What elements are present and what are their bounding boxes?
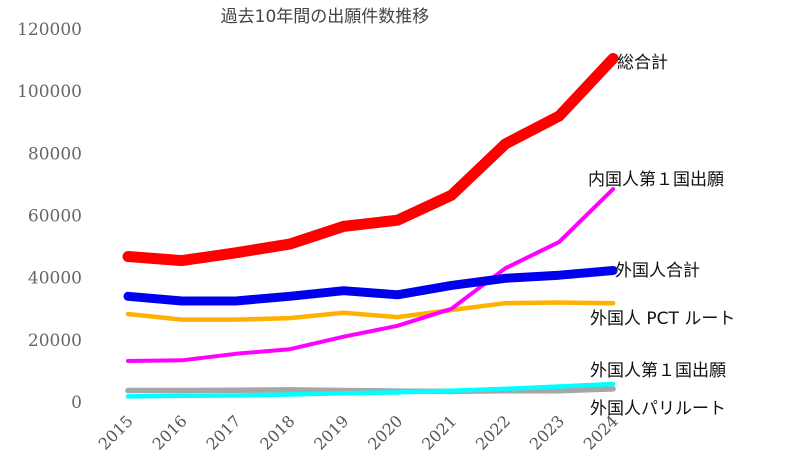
series-label: 外国人合計 (615, 261, 700, 281)
y-tick-label: 0 (71, 393, 82, 413)
series-label: 総合計 (617, 53, 668, 73)
x-tick-label: 2016 (149, 411, 191, 453)
y-tick-label: 40000 (28, 269, 82, 289)
x-tick-label: 2023 (526, 411, 568, 453)
x-tick-label: 2019 (310, 411, 352, 453)
y-tick-label: 100000 (17, 82, 82, 102)
y-tick-label: 120000 (17, 20, 82, 40)
y-tick-label: 80000 (28, 144, 82, 164)
x-tick-label: 2022 (472, 411, 514, 453)
y-tick-label: 20000 (28, 331, 82, 351)
x-tick-label: 2017 (202, 411, 244, 453)
series-label: 内国人第１国出願 (588, 170, 724, 190)
series-label: 外国人第１国出願 (590, 361, 726, 381)
series-lines (128, 59, 613, 397)
series-line-2 (128, 271, 613, 302)
x-axis-ticks: 2015201620172018201920202021202220232024 (95, 411, 622, 453)
x-tick-label: 2020 (364, 411, 406, 453)
x-tick-label: 2015 (95, 411, 137, 453)
chart-title: 過去10年間の出願件数推移 (221, 7, 430, 27)
chart-container: 過去10年間の出願件数推移 0 20000 40000 60000 80000 10000… (0, 0, 792, 471)
line-chart: 過去10年間の出願件数推移 0 20000 40000 60000 80000 10000… (0, 0, 792, 471)
series-label: 外国人 PCT ルート (590, 309, 735, 329)
x-tick-label: 2018 (256, 411, 298, 453)
y-tick-label: 60000 (28, 207, 82, 227)
y-axis-ticks: 0 20000 40000 60000 80000 100000 120000 (17, 20, 82, 413)
x-tick-label: 2021 (418, 411, 460, 453)
series-label: 外国人パリルート (590, 399, 726, 419)
series-line-0 (128, 59, 613, 261)
series-labels: 総合計内国人第１国出願外国人合計外国人 PCT ルート外国人第１国出願外国人パリ… (588, 53, 735, 419)
